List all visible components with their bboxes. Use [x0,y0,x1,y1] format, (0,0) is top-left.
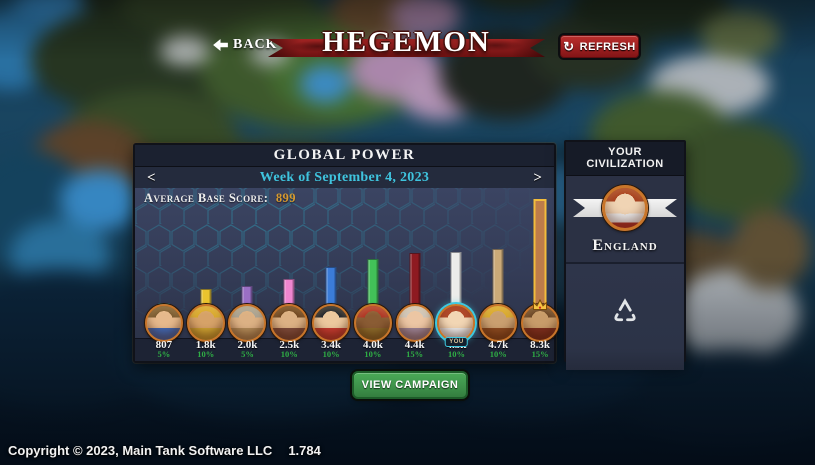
back-label: BACK [233,37,278,52]
title-ribbon [268,39,545,57]
chart-column: 4.4k 15% [394,188,436,361]
power-percent: 10% [447,349,465,359]
leader-portrait[interactable] [521,304,560,342]
average-base-score: Average Base Score: 899 [144,191,296,206]
power-chart: 807 5% 1.8k 10% 2.0k 5% 2.5k 10% 3.4k 10… [143,188,561,361]
your-civilization-title: YOUR CIVILIZATION [566,142,684,176]
chart-column: 3.4k 10% [310,188,352,361]
refresh-icon: ↻ [563,39,575,54]
power-percent: 5% [157,349,171,359]
power-value: 1.8k [195,339,216,351]
version-label: 1.784 [288,443,321,458]
your-civilization-panel: YOUR CIVILIZATION England [564,140,686,370]
power-value: 3.4k [321,339,342,351]
leader-portrait[interactable] [270,304,309,342]
chart-column: 8.3k 15% [519,188,561,361]
civilization-name: England [592,237,658,254]
refresh-label: REFRESH [579,40,636,53]
leader-portrait[interactable] [479,304,518,342]
power-percent: 10% [280,349,298,359]
refresh-button[interactable]: ↻ REFRESH [560,35,639,58]
back-arrow-icon [213,39,228,51]
average-base-score-label: Average Base Score: [144,191,269,205]
chart-column: 4.7k 10% [477,188,519,361]
power-value: 4.4k [404,339,425,351]
power-value: 4.0k [362,339,383,351]
crown-icon [532,298,548,311]
leader-portrait[interactable] [312,304,351,342]
you-badge: YOU [445,337,468,347]
power-percent: 10% [197,349,215,359]
chart-column: 807 5% [143,188,185,361]
week-label: Week of September 4, 2023 [259,170,430,185]
your-civilization-title-line1: YOUR [608,146,642,158]
leader-portrait[interactable] [186,304,225,342]
power-value: 2.5k [279,339,300,351]
game-title: HEGEMON [322,26,491,58]
leader-portrait[interactable] [395,304,434,342]
civilization-banner [566,184,684,232]
copyright-text: Copyright © 2023, Main Tank Software LLC… [8,443,321,458]
power-percent: 5% [241,349,254,359]
power-value: 807 [155,339,173,351]
power-percent: 10% [322,349,340,359]
chart-column: 2.5k 10% [268,188,310,361]
week-selector: < Week of September 4, 2023 > [135,167,554,190]
leader-portrait[interactable] [353,304,392,342]
power-percent: 15% [531,349,549,359]
copyright-label: Copyright © 2023, Main Tank Software LLC [8,443,273,458]
chart-column: YOU 4.5k 10% [436,188,478,361]
prev-week-button[interactable]: < [147,169,156,186]
chart-column: 2.0k 5% [227,188,269,361]
back-button[interactable]: BACK [213,37,277,53]
power-percent: 10% [364,349,382,359]
power-value: 8.3k [530,339,550,351]
leader-portrait[interactable] [228,304,267,342]
power-percent: 10% [489,349,507,359]
power-value: 4.7k [488,339,509,351]
view-campaign-button[interactable]: VIEW CAMPAIGN [352,371,468,399]
power-value: 2.0k [237,339,258,351]
view-campaign-label: VIEW CAMPAIGN [361,379,459,391]
chart-column: 1.8k 10% [185,188,227,361]
panel-title: GLOBAL POWER [135,145,554,167]
global-power-panel: GLOBAL POWER < Week of September 4, 2023… [133,143,560,363]
average-base-score-value: 899 [275,191,296,205]
leader-portrait[interactable] [144,304,183,342]
next-week-button[interactable]: > [533,169,542,186]
civilization-leader-portrait[interactable] [602,185,648,231]
power-percent: 15% [406,349,424,359]
loading-spinner-icon [611,297,639,324]
chart-column: 4.0k 10% [352,188,394,361]
your-civilization-title-line2: CIVILIZATION [586,158,664,170]
civilization-card: England [566,176,684,264]
civilization-detail-area [566,264,684,370]
